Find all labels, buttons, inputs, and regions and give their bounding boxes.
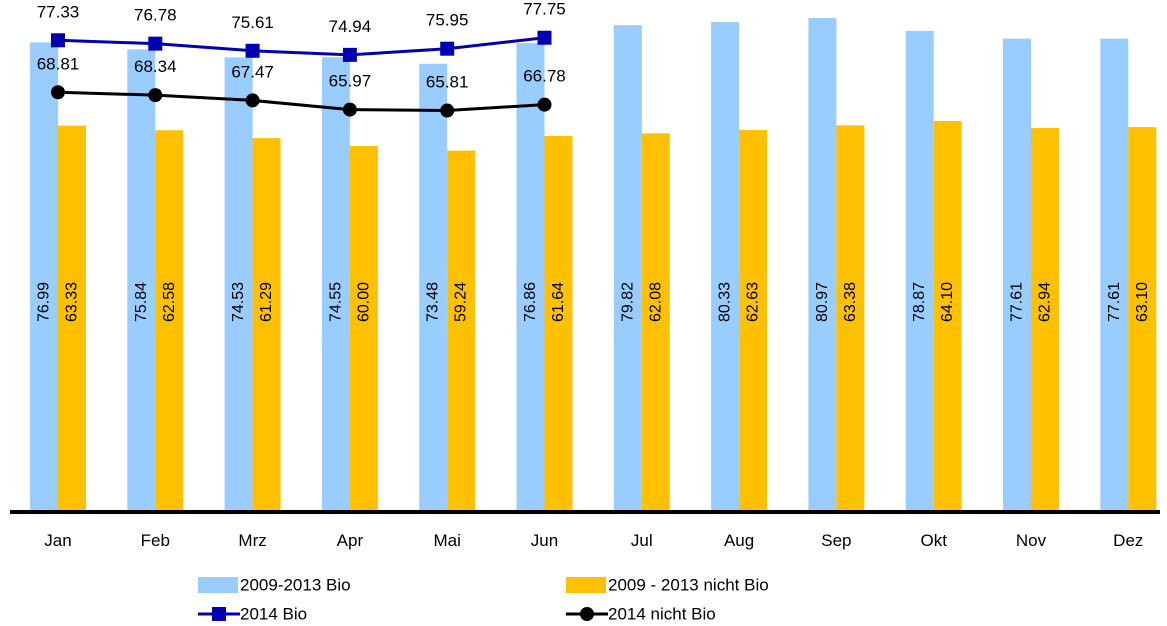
bar-value-label-2009-2013-nicht-bio-jun: 61.64 bbox=[550, 282, 567, 322]
bar-2009-2013-nicht-bio-jun bbox=[544, 135, 573, 512]
bar-2009-2013-bio-dez bbox=[1100, 38, 1129, 512]
bar-2009-2013-nicht-bio-mrz bbox=[252, 138, 281, 513]
x-tick-label-jan: Jan bbox=[44, 531, 71, 550]
bar-2009-2013-nicht-bio-apr bbox=[349, 146, 378, 512]
bar-2009-2013-nicht-bio-feb bbox=[155, 130, 184, 512]
bar-2009-2013-bio-nov bbox=[1003, 38, 1031, 512]
point-label-2014-nicht-bio-jan: 68.81 bbox=[37, 54, 80, 73]
marker-2014-nicht-bio-mai bbox=[440, 103, 455, 118]
bar-value-label-2009-2013-bio-jul: 79.82 bbox=[619, 282, 636, 322]
bar-value-label-2009-2013-bio-dez: 77.61 bbox=[1106, 282, 1123, 322]
bar-2009-2013-bio-feb bbox=[127, 49, 156, 512]
marker-2014-bio-feb bbox=[148, 36, 163, 51]
legend-label-2014-bio: 2014 Bio bbox=[240, 605, 307, 624]
line-2014-bio bbox=[57, 36, 545, 57]
bar-value-label-2009-2013-bio-sep: 80.97 bbox=[814, 282, 831, 322]
bar-value-label-2009-2013-nicht-bio-dez: 63.10 bbox=[1134, 282, 1151, 322]
point-label-2014-nicht-bio-jun: 66.78 bbox=[523, 67, 566, 86]
bar-2009-2013-bio-apr bbox=[321, 57, 350, 513]
bar-2009-2013-nicht-bio-dez bbox=[1128, 127, 1157, 512]
bar-2009-2013-nicht-bio-nov bbox=[1031, 128, 1059, 513]
bar-2009-2013-nicht-bio-mai bbox=[447, 150, 476, 513]
legend-label-2009-2013-nicht-bio: 2009 - 2013 nicht Bio bbox=[608, 576, 769, 595]
x-tick-label-mai: Mai bbox=[433, 531, 460, 550]
bar-2009-2013-nicht-bio-jan bbox=[58, 125, 86, 512]
bar-2009-2013-nicht-bio-okt bbox=[933, 120, 962, 513]
x-tick-label-nov: Nov bbox=[1016, 531, 1047, 550]
bar-value-label-2009-2013-nicht-bio-mrz: 61.29 bbox=[258, 282, 275, 322]
point-label-2014-bio-jan: 77.33 bbox=[37, 2, 80, 21]
marker-2014-nicht-bio-jan bbox=[51, 85, 65, 100]
bar-2009-2013-bio-aug bbox=[711, 21, 740, 512]
bar-2009-2013-bio-mrz bbox=[224, 57, 253, 512]
bar-2009-2013-bio-okt bbox=[905, 30, 934, 512]
point-label-2014-nicht-bio-apr: 65.97 bbox=[329, 72, 372, 91]
bar-value-label-2009-2013-bio-mrz: 74.53 bbox=[230, 282, 247, 322]
bar-value-label-2009-2013-nicht-bio-feb: 62.58 bbox=[161, 282, 178, 322]
point-label-2014-nicht-bio-mrz: 67.47 bbox=[231, 62, 274, 81]
x-tick-label-dez: Dez bbox=[1113, 531, 1143, 550]
bar-2009-2013-nicht-bio-aug bbox=[739, 129, 768, 512]
bar-2009-2013-nicht-bio-jul bbox=[641, 133, 670, 512]
bar-2009-2013-bio-sep bbox=[808, 18, 837, 512]
bar-2009-2013-nicht-bio-sep bbox=[836, 125, 865, 512]
x-tick-label-sep: Sep bbox=[821, 531, 851, 550]
bar-value-label-2009-2013-bio-jan: 76.99 bbox=[36, 282, 53, 322]
x-tick-label-mrz: Mrz bbox=[238, 531, 266, 550]
marker-2014-bio-mrz bbox=[245, 43, 260, 58]
point-label-2014-nicht-bio-mai: 65.81 bbox=[426, 73, 469, 92]
bar-value-label-2009-2013-nicht-bio-okt: 64.10 bbox=[939, 282, 956, 322]
bar-value-label-2009-2013-bio-nov: 77.61 bbox=[1009, 282, 1026, 322]
legend-marker-2014-nicht-bio bbox=[580, 607, 594, 621]
bar-value-label-2009-2013-nicht-bio-nov: 62.94 bbox=[1037, 282, 1054, 322]
legend-swatch-2009-2013-nicht-bio bbox=[566, 577, 606, 593]
bar-value-label-2009-2013-bio-jun: 76.86 bbox=[522, 282, 539, 322]
bar-value-label-2009-2013-nicht-bio-jan: 63.33 bbox=[64, 282, 81, 322]
marker-2014-bio-apr bbox=[342, 47, 357, 62]
marker-2014-nicht-bio-jun bbox=[537, 97, 552, 112]
bar-value-label-2009-2013-bio-feb: 75.84 bbox=[133, 282, 150, 322]
x-tick-label-feb: Feb bbox=[141, 531, 170, 550]
bar-value-label-2009-2013-nicht-bio-apr: 60.00 bbox=[355, 282, 372, 322]
marker-2014-bio-jan bbox=[51, 33, 65, 48]
legend-marker-2014-bio bbox=[212, 607, 226, 621]
marker-2014-nicht-bio-mrz bbox=[245, 93, 260, 108]
x-tick-label-jul: Jul bbox=[631, 531, 653, 550]
legend-swatch-2009-2013-bio bbox=[198, 577, 238, 593]
point-label-2014-bio-jun: 77.75 bbox=[523, 0, 566, 19]
x-tick-label-jun: Jun bbox=[531, 531, 558, 550]
bar-2009-2013-bio-jan bbox=[30, 42, 58, 513]
x-tick-label-apr: Apr bbox=[337, 531, 364, 550]
bar-value-label-2009-2013-nicht-bio-sep: 63.38 bbox=[842, 282, 859, 322]
bar-2009-2013-bio-jul bbox=[613, 25, 642, 513]
point-label-2014-bio-mai: 75.95 bbox=[426, 11, 469, 30]
x-tick-label-okt: Okt bbox=[920, 531, 947, 550]
marker-2014-nicht-bio-apr bbox=[342, 102, 357, 117]
legend-label-2014-nicht-bio: 2014 nicht Bio bbox=[608, 605, 716, 624]
bar-value-label-2009-2013-bio-okt: 78.87 bbox=[911, 282, 928, 322]
point-label-2014-bio-feb: 76.78 bbox=[134, 6, 177, 25]
bar-value-label-2009-2013-nicht-bio-aug: 62.63 bbox=[745, 282, 762, 322]
marker-2014-bio-mai bbox=[440, 41, 455, 56]
point-label-2014-bio-mrz: 75.61 bbox=[231, 13, 274, 32]
point-label-2014-nicht-bio-feb: 68.34 bbox=[134, 57, 177, 76]
bar-value-label-2009-2013-bio-aug: 80.33 bbox=[717, 282, 734, 322]
bar-2009-2013-bio-mai bbox=[419, 63, 448, 512]
bar-2009-2013-bio-jun bbox=[516, 43, 545, 513]
x-tick-label-aug: Aug bbox=[724, 531, 754, 550]
bar-value-label-2009-2013-bio-mai: 73.48 bbox=[425, 282, 442, 322]
bar-value-label-2009-2013-nicht-bio-mai: 59.24 bbox=[453, 282, 470, 322]
legend-label-2009-2013-bio: 2009-2013 Bio bbox=[240, 576, 351, 595]
line-2014-nicht-bio bbox=[57, 90, 545, 113]
point-label-2014-bio-apr: 74.94 bbox=[329, 17, 372, 36]
bar-value-label-2009-2013-bio-apr: 74.55 bbox=[327, 282, 344, 322]
marker-2014-bio-jun bbox=[537, 30, 552, 45]
bar-value-label-2009-2013-nicht-bio-jul: 62.08 bbox=[647, 282, 664, 322]
marker-2014-nicht-bio-feb bbox=[148, 88, 163, 103]
